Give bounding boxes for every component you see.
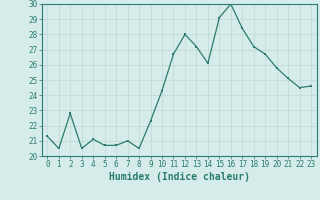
X-axis label: Humidex (Indice chaleur): Humidex (Indice chaleur) bbox=[109, 172, 250, 182]
